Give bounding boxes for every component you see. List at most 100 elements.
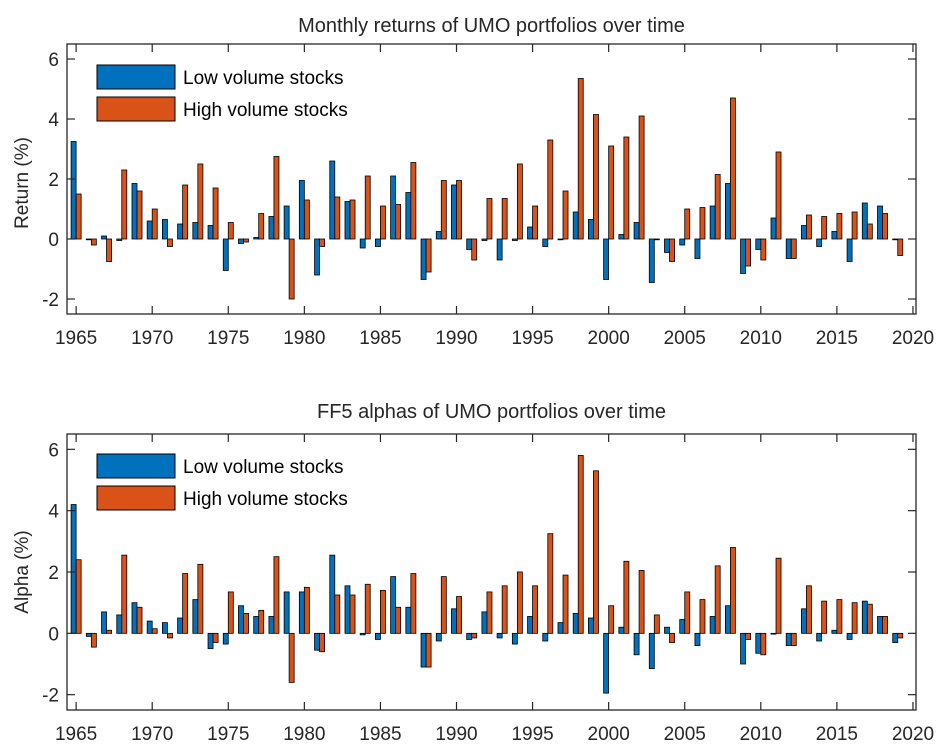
alphas-legend-label-high: High volume stocks xyxy=(183,489,348,510)
alphas-bar-high-2015 xyxy=(836,599,843,634)
alphas-bar-high-1998 xyxy=(577,455,584,634)
returns-bar-high-1996 xyxy=(547,139,554,240)
returns-bar-high-1997 xyxy=(562,190,569,240)
alphas-bar-high-2017 xyxy=(866,603,873,634)
alphas-bar-low-1994 xyxy=(511,632,518,645)
alphas-bar-high-1997 xyxy=(562,574,569,634)
alphas-bar-low-2015 xyxy=(831,629,838,634)
alphas-bar-high-1967 xyxy=(106,629,112,634)
alphas-bar-low-1999 xyxy=(588,617,594,634)
returns-bar-high-2015 xyxy=(836,213,843,240)
alphas-bar-low-2019 xyxy=(892,632,899,643)
alphas-bar-low-1975 xyxy=(222,632,229,645)
returns-bar-low-1980 xyxy=(298,180,305,240)
returns-x-tick-label: 1990 xyxy=(435,328,477,349)
returns-bar-high-1975 xyxy=(227,222,234,240)
returns-x-tick-label: 1985 xyxy=(359,328,401,349)
alphas-bar-high-1974 xyxy=(212,632,219,643)
alphas-bar-low-1970 xyxy=(146,620,153,634)
alphas-bar-low-1983 xyxy=(344,585,351,634)
returns-x-tick-label: 2015 xyxy=(816,328,858,349)
alphas-bar-low-2008 xyxy=(724,605,731,634)
returns-bar-high-2019 xyxy=(897,238,904,256)
returns-bar-low-1991 xyxy=(466,238,473,250)
returns-bar-high-2006 xyxy=(699,207,706,240)
returns-bar-high-1967 xyxy=(106,238,112,262)
returns-bar-high-2002 xyxy=(638,115,645,240)
alphas-bar-high-1985 xyxy=(380,590,386,634)
alphas-bar-low-2016 xyxy=(846,632,853,640)
returns-bar-low-2007 xyxy=(709,205,716,240)
returns-bar-high-1971 xyxy=(167,238,173,247)
returns-x-tick-label: 1995 xyxy=(511,328,553,349)
returns-x-tick-label: 1975 xyxy=(207,328,249,349)
returns-bar-low-2018 xyxy=(877,205,883,240)
returns-bar-high-2000 xyxy=(608,145,615,240)
returns-bar-low-2015 xyxy=(831,231,838,240)
alphas-bar-high-1983 xyxy=(349,594,356,634)
returns-bar-low-2009 xyxy=(740,238,746,274)
returns-bar-high-1973 xyxy=(197,163,204,240)
alphas-x-tick-label: 2020 xyxy=(892,724,934,745)
alphas-bar-high-1993 xyxy=(501,585,508,634)
returns-bar-high-2008 xyxy=(729,97,736,240)
returns-bar-low-1966 xyxy=(85,238,92,241)
alphas-chart: FF5 alphas of UMO portfolios over time A… xyxy=(12,401,934,745)
alphas-bar-high-1980 xyxy=(303,586,310,634)
alphas-bar-high-1982 xyxy=(334,594,341,634)
alphas-bar-high-2008 xyxy=(729,547,736,634)
alphas-bar-low-1995 xyxy=(527,616,533,634)
alphas-x-tick-label: 1980 xyxy=(283,724,325,745)
alphas-x-tick-label: 1985 xyxy=(359,724,401,745)
alphas-bar-high-1969 xyxy=(136,606,143,634)
returns-bar-high-1968 xyxy=(121,169,128,240)
returns-x-tick-label: 1970 xyxy=(131,328,173,349)
alphas-bar-high-1973 xyxy=(197,563,204,634)
alphas-bar-low-1966 xyxy=(85,632,92,637)
alphas-bar-high-1970 xyxy=(151,628,158,634)
alphas-bar-high-2000 xyxy=(608,605,615,634)
alphas-bar-low-2013 xyxy=(801,608,807,634)
returns-bar-low-1994 xyxy=(511,238,518,241)
alphas-x-tick-label: 1965 xyxy=(55,724,97,745)
alphas-bar-high-2004 xyxy=(669,632,675,643)
returns-x-tick-label: 1980 xyxy=(283,328,325,349)
returns-bar-low-1974 xyxy=(207,225,214,240)
returns-legend-swatch-low xyxy=(96,64,176,90)
returns-bar-high-2009 xyxy=(745,238,752,267)
returns-bar-high-2018 xyxy=(882,213,888,240)
alphas-bar-high-1986 xyxy=(395,606,402,634)
alphas-bar-high-1966 xyxy=(90,632,97,648)
returns-bar-low-1972 xyxy=(177,223,184,240)
returns-bar-high-1974 xyxy=(212,187,219,240)
returns-bar-high-1989 xyxy=(440,180,447,240)
alphas-bar-low-2014 xyxy=(816,632,823,642)
alphas-bar-high-2011 xyxy=(775,557,782,634)
alphas-bar-high-2018 xyxy=(882,616,888,634)
alphas-x-tick-label: 2015 xyxy=(816,724,858,745)
alphas-bar-low-1980 xyxy=(298,591,305,634)
returns-bar-low-2013 xyxy=(801,225,807,240)
alphas-bar-low-1979 xyxy=(283,591,290,634)
returns-bar-low-1981 xyxy=(314,238,320,276)
returns-bar-high-1969 xyxy=(136,190,143,240)
alphas-bar-high-2016 xyxy=(851,602,858,634)
alphas-bar-high-1968 xyxy=(121,554,128,634)
returns-bar-low-1975 xyxy=(222,238,229,271)
returns-bar-high-1991 xyxy=(471,238,478,261)
returns-bar-low-2005 xyxy=(679,238,686,246)
returns-bar-low-1990 xyxy=(451,184,457,240)
returns-bar-low-1988 xyxy=(420,238,427,280)
returns-bar-high-1995 xyxy=(532,205,539,240)
returns-bar-low-1997 xyxy=(557,238,564,241)
alphas-bar-low-2011 xyxy=(770,632,777,635)
returns-bar-low-1971 xyxy=(161,219,168,240)
returns-chart-title: Monthly returns of UMO portfolios over t… xyxy=(298,15,685,37)
alphas-legend-label-low: Low volume stocks xyxy=(183,457,344,478)
alphas-bar-low-1976 xyxy=(238,605,244,634)
returns-bar-high-2005 xyxy=(684,208,691,240)
alphas-bar-high-1989 xyxy=(440,576,447,634)
alphas-bar-low-1974 xyxy=(207,632,214,650)
alphas-bar-low-1968 xyxy=(116,614,123,634)
alphas-bar-low-1992 xyxy=(481,611,488,634)
